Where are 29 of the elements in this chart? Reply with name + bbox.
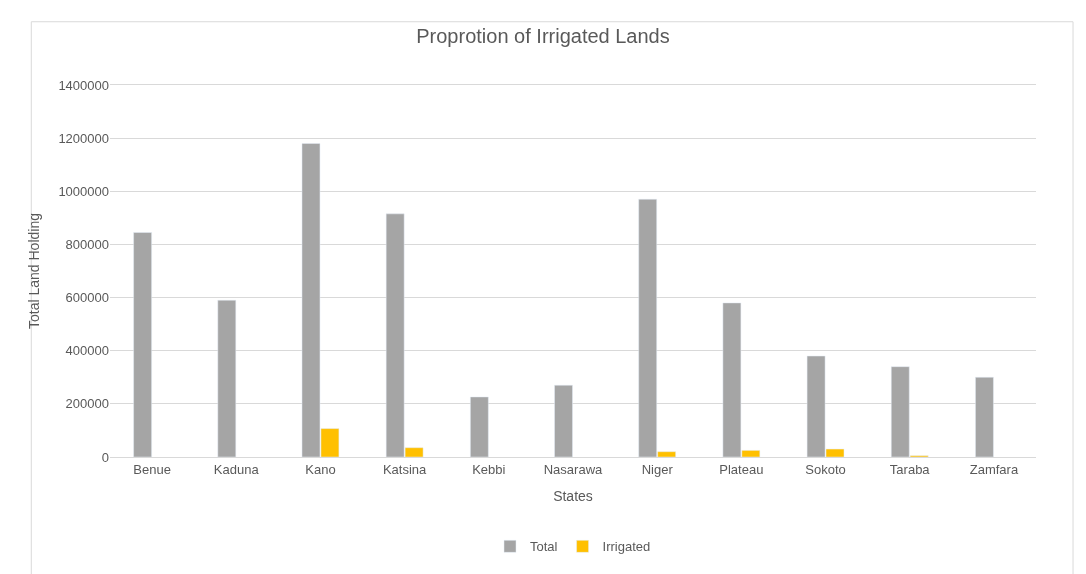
x-tick-label: Taraba <box>889 461 931 477</box>
x-tick-label: Kano <box>305 461 336 477</box>
x-tick-label: Nasarawa <box>543 461 604 477</box>
x-axis-title: States <box>553 487 593 504</box>
legend-label: Irrigated <box>602 539 651 555</box>
bar <box>217 299 237 457</box>
y-tick-label: 1400000 <box>58 77 109 93</box>
chart-title: Proprotion of Irrigated Lands <box>416 24 670 47</box>
bar <box>133 232 152 457</box>
y-tick-label: 200000 <box>65 396 109 412</box>
bar <box>470 396 489 457</box>
x-tick-label: Benue <box>133 461 171 477</box>
legend-label: Total <box>530 539 558 555</box>
y-tick-label: 1200000 <box>58 130 109 146</box>
bar <box>975 377 994 457</box>
x-tick-label: Zamfara <box>969 461 1019 477</box>
y-tick-label: 600000 <box>65 290 109 306</box>
y-tick-label: 800000 <box>65 236 109 252</box>
y-tick-label: 0 <box>101 449 109 465</box>
y-tick-label: 400000 <box>65 343 109 359</box>
y-tick-label: 1000000 <box>58 183 109 199</box>
x-tick-label: Kaduna <box>213 461 260 477</box>
y-axis-title: Total Land Holding <box>25 213 42 329</box>
bar <box>554 385 573 457</box>
x-tick-label: Plateau <box>719 461 764 477</box>
x-tick-label: Kebbi <box>472 461 506 477</box>
x-tick-label: Niger <box>641 461 674 477</box>
x-tick-label: Sokoto <box>805 461 846 477</box>
x-tick-label: Katsina <box>382 461 428 477</box>
